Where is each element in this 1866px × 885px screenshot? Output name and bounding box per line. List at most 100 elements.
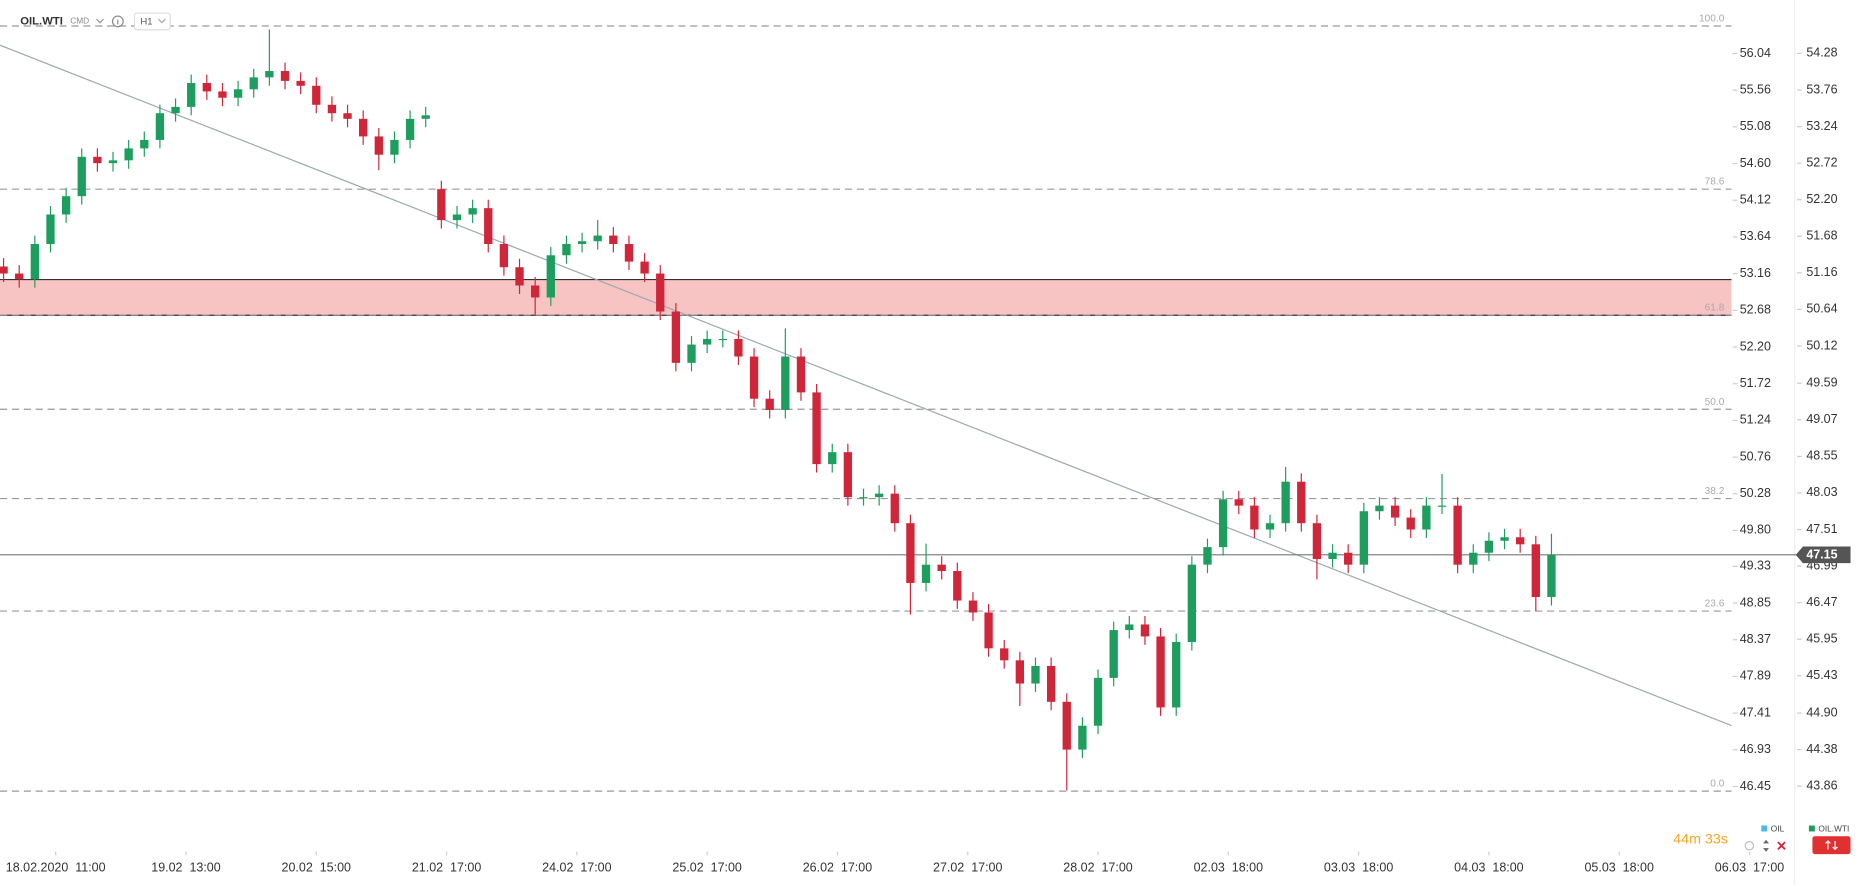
y2-tick-label: 54.12 — [1740, 193, 1771, 207]
fib-label: 38.2 — [1705, 486, 1725, 497]
candle-body — [984, 612, 993, 649]
candle-body — [531, 285, 540, 298]
plot: 100.0 78.6 61.8 50.0 38.2 23.6 0.0 54.28 53.76 53… — [0, 14, 1851, 875]
fib-label: 23.6 — [1705, 599, 1725, 610]
candle-body — [187, 82, 196, 107]
move-icon[interactable] — [1763, 839, 1770, 852]
x-tick-label: 02.03 18:00 — [1194, 861, 1263, 875]
last-price-box — [1795, 546, 1851, 564]
candle-body — [937, 564, 946, 572]
candle-body — [1031, 665, 1040, 684]
candle-body — [452, 214, 462, 221]
legend-swatch — [1808, 825, 1815, 832]
alert-icon — [1825, 840, 1838, 851]
candle-body — [890, 493, 899, 524]
candle-body — [1046, 665, 1056, 702]
candle-body — [1281, 481, 1290, 524]
y-tick-label: 51.16 — [1806, 265, 1837, 279]
candle-body — [702, 338, 712, 345]
candle-body — [1062, 701, 1071, 750]
x-tick-label: 03.03 18:00 — [1324, 861, 1393, 875]
y-tick-label: 53.24 — [1806, 119, 1837, 133]
candle-body — [1422, 505, 1431, 530]
y-tick-label: 50.64 — [1806, 302, 1837, 316]
fib-label: 61.8 — [1705, 303, 1725, 314]
candle-body — [781, 356, 790, 410]
close-icon[interactable] — [1777, 841, 1786, 850]
candle-timer: 44m 33s — [1673, 832, 1728, 848]
x-tick-label: 21.02 17:00 — [412, 861, 481, 875]
y2-tick-label: 51.24 — [1740, 413, 1771, 427]
y2-tick-label: 48.37 — [1740, 632, 1771, 646]
resistance-zone — [0, 279, 1732, 316]
legend-label: OIL — [1771, 823, 1785, 833]
market: CMD — [70, 16, 89, 26]
x-tick-label: 05.03 18:00 — [1584, 861, 1653, 875]
y2-tick-label: 55.56 — [1740, 82, 1771, 96]
y2-tick-label: 55.08 — [1740, 119, 1771, 133]
eye-icon[interactable] — [1744, 840, 1755, 851]
dropdown-icon[interactable] — [95, 18, 104, 24]
candle-body — [468, 208, 477, 215]
candle-body — [218, 91, 227, 98]
candle-body — [1406, 517, 1415, 530]
candle-body — [546, 255, 555, 298]
y-tick-label: 51.68 — [1806, 229, 1837, 243]
candle-body — [124, 148, 133, 161]
interval-box[interactable] — [133, 12, 171, 31]
x-tick-label: 19.02 13:00 — [151, 861, 220, 875]
candle-body — [1250, 505, 1259, 530]
candle-body — [1187, 564, 1197, 643]
candle-body — [1375, 505, 1384, 512]
legend-swatch — [1761, 825, 1768, 832]
y-tick-label: 45.95 — [1806, 632, 1837, 646]
candle-body — [624, 244, 634, 262]
candle-body — [343, 113, 352, 119]
candle-body — [609, 235, 618, 245]
candle-body — [765, 398, 774, 410]
y-tick-label: 44.38 — [1806, 742, 1837, 756]
x-tick-label: 06.03 17:00 — [1715, 861, 1784, 875]
info-icon[interactable] — [111, 15, 124, 28]
candle-body — [859, 497, 868, 499]
candle-body — [296, 80, 305, 86]
candle-body — [1516, 537, 1525, 545]
x-tick-label: 04.03 18:00 — [1454, 861, 1523, 875]
y2-tick-label: 50.76 — [1740, 449, 1771, 463]
fib-label: 0.0 — [1710, 779, 1724, 790]
candle-body — [202, 82, 211, 92]
symbol[interactable]: OIL.WTI — [20, 15, 63, 27]
candle-body — [15, 273, 24, 280]
y-tick-label: 52.72 — [1806, 155, 1837, 169]
candle-body — [906, 523, 915, 583]
interval[interactable]: H1 — [140, 17, 152, 28]
y2-tick-label: 49.33 — [1740, 559, 1771, 573]
fib-label: 100.0 — [1699, 14, 1725, 25]
y2-tick-label: 46.93 — [1740, 742, 1771, 756]
candle-body — [0, 266, 8, 274]
candle-body — [656, 273, 665, 312]
candle-body — [1453, 505, 1462, 565]
y-tick-label: 54.28 — [1806, 46, 1837, 60]
candle-body — [828, 452, 837, 465]
y2-tick-label: 56.04 — [1740, 46, 1771, 60]
alert-button[interactable] — [1812, 836, 1851, 855]
candle-body — [1156, 636, 1165, 708]
interval-dropdown[interactable] — [157, 18, 166, 24]
candle-body — [312, 85, 321, 105]
candle-body — [796, 356, 806, 393]
candle-body — [30, 244, 40, 280]
y-tick-label: 44.90 — [1806, 705, 1837, 719]
y-tick-label: 48.55 — [1806, 449, 1837, 463]
candle-body — [734, 338, 743, 357]
candle-body — [233, 89, 243, 98]
candle-body — [1312, 523, 1322, 560]
candle-body — [640, 261, 649, 274]
candle-body — [1484, 540, 1494, 553]
candle-body — [687, 344, 696, 363]
candle-body — [374, 136, 383, 155]
candle-body — [405, 118, 415, 140]
y-tick-label: 48.03 — [1806, 485, 1837, 499]
